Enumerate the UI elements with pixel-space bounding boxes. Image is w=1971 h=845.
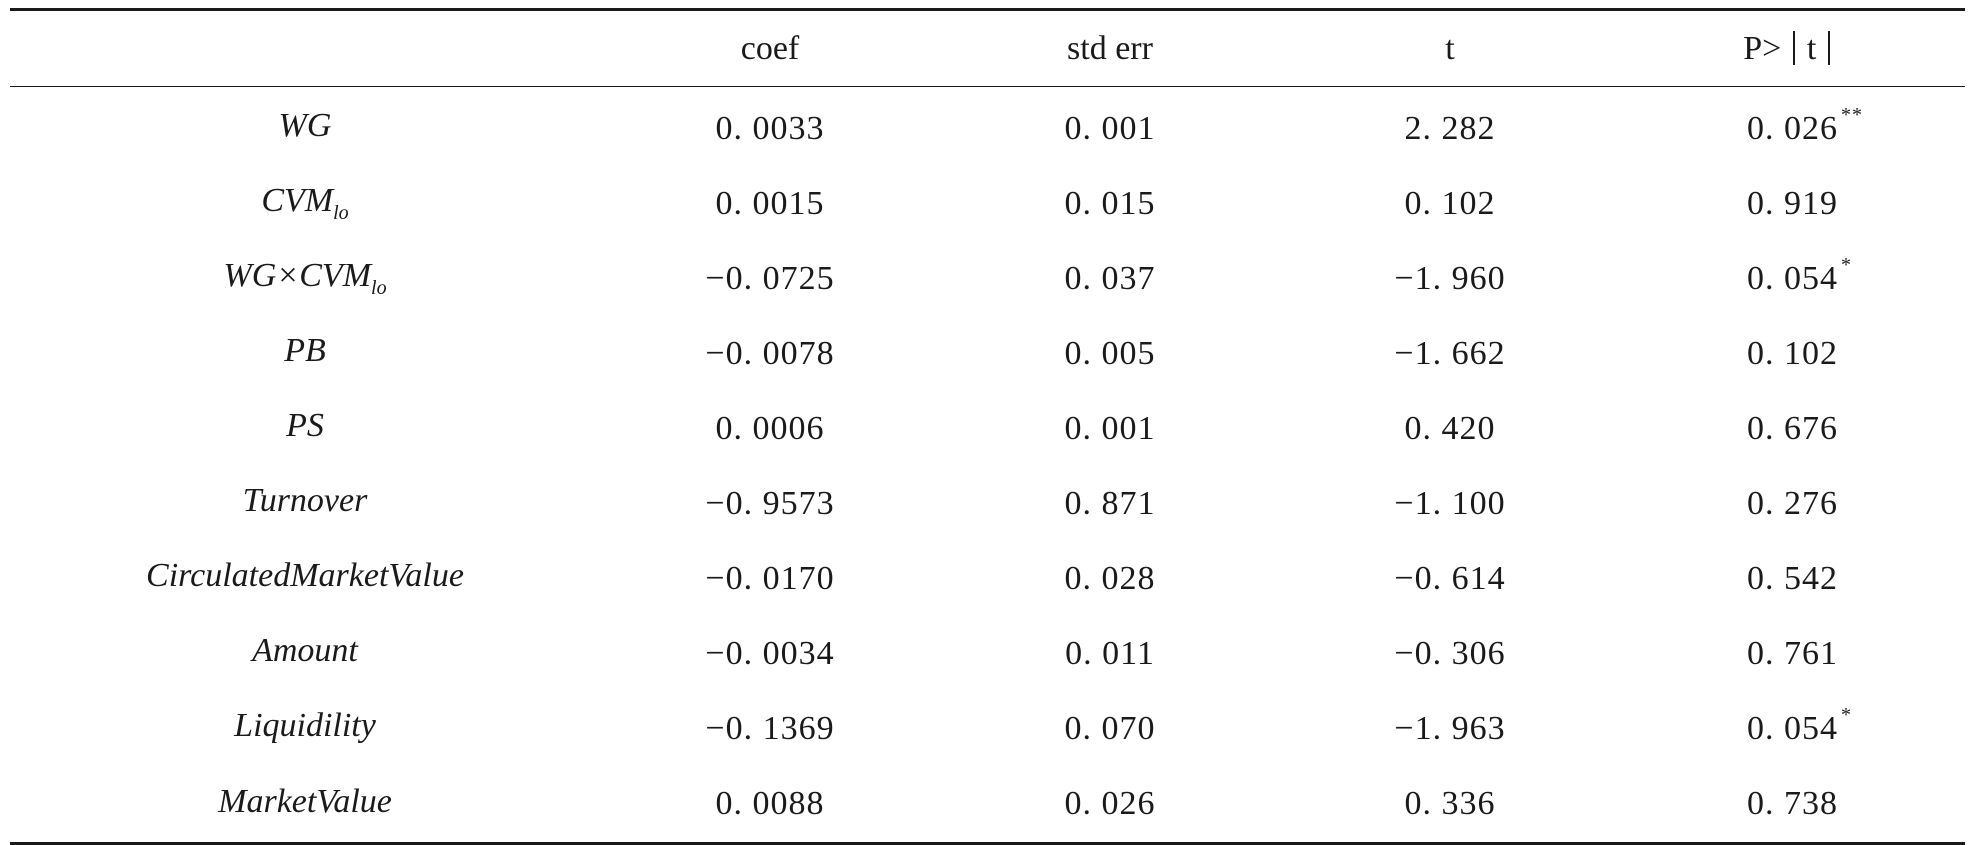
- cell-std-err: 0. 070: [1064, 709, 1156, 747]
- cell-coef: −0. 9573: [705, 484, 835, 522]
- table-row: CVMlo 0. 0015 0. 015 0. 102 0. 919: [10, 166, 1965, 241]
- variable-name: CirculatedMarketValue: [146, 557, 464, 594]
- variable-name: Turnover: [242, 482, 368, 519]
- table-row: Turnover −0. 9573 0. 871 −1. 100 0. 276: [10, 466, 1965, 541]
- variable-name: PS: [286, 407, 324, 444]
- header-p-value: P> t: [1620, 10, 1965, 87]
- row-variable: WG: [10, 87, 600, 167]
- variable-name: WG×CVM: [223, 257, 372, 294]
- cell-coef: 0. 0088: [715, 785, 825, 822]
- regression-table: coef std err t P> t WG 0. 0033 0. 001 2. …: [10, 8, 1965, 845]
- cell-t: −0. 614: [1394, 559, 1506, 597]
- row-variable: Turnover: [10, 466, 600, 541]
- cell-p-value: 0. 054 *: [1620, 691, 1965, 766]
- variable-name: Liquidility: [234, 707, 376, 744]
- cell-p-value: 0. 738: [1620, 766, 1965, 844]
- variable-name: MarketValue: [218, 782, 392, 820]
- row-variable: CVMlo: [10, 166, 600, 241]
- p-value: 0. 276: [1747, 484, 1838, 522]
- cell-t: 0. 420: [1404, 409, 1496, 447]
- cell-coef: −0. 0078: [705, 334, 835, 372]
- variable-name: WG: [278, 107, 332, 144]
- table-row: Amount −0. 0034 0. 011 −0. 306 0. 761: [10, 616, 1965, 691]
- header-variable: [10, 10, 600, 87]
- regression-table-container: coef std err t P> t WG 0. 0033 0. 001 2. …: [10, 8, 1965, 845]
- variable-subscript: lo: [371, 277, 387, 299]
- row-variable: PB: [10, 316, 600, 391]
- header-coef: coef: [740, 29, 800, 67]
- cell-t: 0. 336: [1404, 785, 1496, 822]
- significance-stars: *: [1841, 253, 1852, 276]
- p-value: 0. 738: [1747, 785, 1838, 822]
- cell-p-value: 0. 919: [1620, 166, 1965, 241]
- cell-t: −1. 963: [1394, 709, 1506, 747]
- row-variable: MarketValue: [10, 766, 600, 844]
- cell-p-value: 0. 276: [1620, 466, 1965, 541]
- cell-coef: −0. 0170: [705, 559, 835, 597]
- variable-name: CVM: [261, 182, 334, 219]
- cell-p-value: 0. 542: [1620, 541, 1965, 616]
- abs-bar-left: [1793, 30, 1795, 65]
- row-variable: CirculatedMarketValue: [10, 541, 600, 616]
- row-variable: Amount: [10, 616, 600, 691]
- header-p-inner: t: [1806, 29, 1817, 67]
- table-row: CirculatedMarketValue −0. 0170 0. 028 −0…: [10, 541, 1965, 616]
- cell-t: 0. 102: [1404, 184, 1496, 222]
- table-row: WG×CVMlo −0. 0725 0. 037 −1. 960 0. 054 *: [10, 241, 1965, 316]
- p-value: 0. 102: [1747, 334, 1838, 372]
- cell-p-value: 0. 761: [1620, 616, 1965, 691]
- cell-coef: 0. 0033: [715, 109, 825, 147]
- cell-t: −1. 100: [1394, 484, 1506, 522]
- table-body: WG 0. 0033 0. 001 2. 282 0. 026 ** CVMlo …: [10, 87, 1965, 844]
- cell-t: −0. 306: [1394, 634, 1506, 672]
- row-variable: WG×CVMlo: [10, 241, 600, 316]
- cell-coef: 0. 0006: [715, 409, 825, 447]
- cell-std-err: 0. 005: [1064, 334, 1156, 372]
- cell-t: −1. 960: [1394, 259, 1506, 297]
- cell-std-err: 0. 871: [1064, 484, 1156, 522]
- p-value: 0. 054: [1747, 709, 1838, 747]
- cell-t: 2. 282: [1404, 109, 1496, 147]
- cell-std-err: 0. 015: [1064, 184, 1156, 222]
- p-value: 0. 761: [1747, 634, 1838, 672]
- p-value: 0. 919: [1747, 184, 1838, 222]
- cell-p-value: 0. 026 **: [1620, 87, 1965, 167]
- significance-stars: **: [1841, 103, 1863, 126]
- cell-p-value: 0. 102: [1620, 316, 1965, 391]
- header-p-prefix: P>: [1743, 29, 1782, 67]
- cell-std-err: 0. 037: [1064, 259, 1156, 297]
- cell-p-value: 0. 054 *: [1620, 241, 1965, 316]
- abs-bar-right: [1828, 30, 1830, 65]
- significance-stars: *: [1841, 703, 1852, 726]
- variable-subscript: lo: [333, 202, 349, 224]
- table-header: coef std err t P> t: [10, 9, 1965, 87]
- header-t: t: [1445, 29, 1455, 67]
- table-row: WG 0. 0033 0. 001 2. 282 0. 026 **: [10, 87, 1965, 167]
- table-row: PB −0. 0078 0. 005 −1. 662 0. 102: [10, 316, 1965, 391]
- cell-coef: −0. 0034: [705, 634, 835, 672]
- p-value: 0. 054: [1747, 259, 1838, 297]
- cell-std-err: 0. 001: [1064, 409, 1156, 447]
- cell-std-err: 0. 001: [1064, 109, 1156, 147]
- cell-coef: −0. 1369: [705, 709, 835, 747]
- variable-name: Amount: [252, 632, 358, 669]
- cell-std-err: 0. 011: [1065, 634, 1155, 672]
- p-value: 0. 026: [1747, 109, 1838, 147]
- cell-t: −1. 662: [1394, 334, 1506, 372]
- row-variable: PS: [10, 391, 600, 466]
- variable-name: PB: [284, 332, 326, 369]
- table-row: MarketValue 0. 0088 0. 026 0. 336 0. 738: [10, 766, 1965, 844]
- cell-std-err: 0. 028: [1064, 559, 1156, 597]
- p-value: 0. 542: [1747, 559, 1838, 597]
- cell-p-value: 0. 676: [1620, 391, 1965, 466]
- cell-std-err: 0. 026: [1064, 785, 1156, 822]
- header-std-err: std err: [1067, 29, 1153, 67]
- p-value: 0. 676: [1747, 409, 1838, 447]
- cell-coef: −0. 0725: [705, 259, 835, 297]
- table-row: PS 0. 0006 0. 001 0. 420 0. 676: [10, 391, 1965, 466]
- header-row: coef std err t P> t: [10, 9, 1965, 87]
- row-variable: Liquidility: [10, 691, 600, 766]
- table-row: Liquidility −0. 1369 0. 070 −1. 963 0. 0…: [10, 691, 1965, 766]
- cell-coef: 0. 0015: [715, 184, 825, 222]
